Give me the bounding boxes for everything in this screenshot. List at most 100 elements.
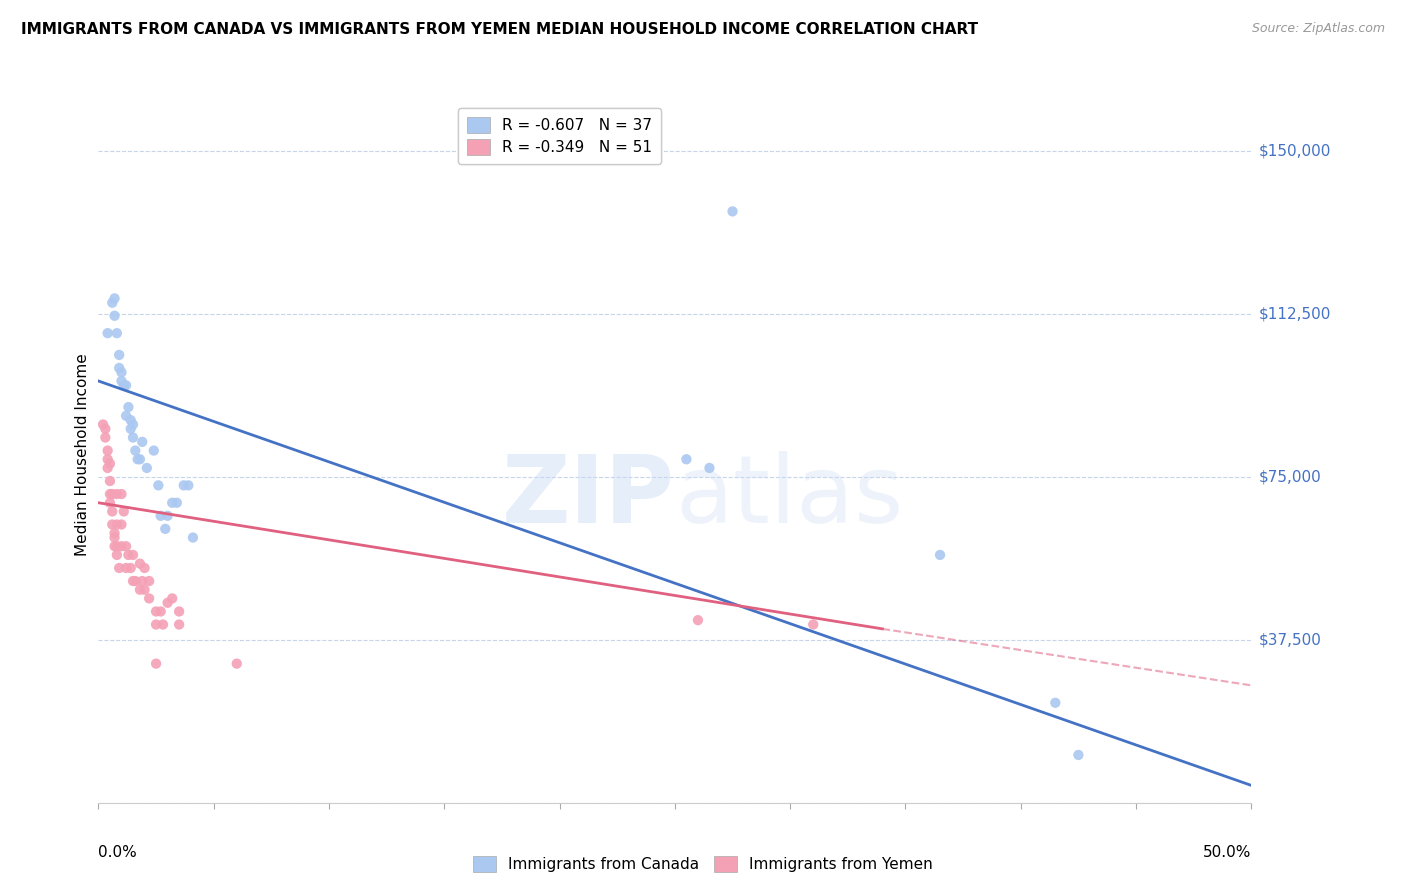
Point	[124, 574, 146, 588]
Point	[167, 617, 190, 632]
Text: IMMIGRANTS FROM CANADA VS IMMIGRANTS FROM YEMEN MEDIAN HOUSEHOLD INCOME CORRELAT: IMMIGRANTS FROM CANADA VS IMMIGRANTS FRO…	[21, 22, 979, 37]
Point	[167, 605, 190, 619]
Point	[98, 457, 121, 471]
Point	[103, 291, 125, 305]
Text: Source: ZipAtlas.com: Source: ZipAtlas.com	[1251, 22, 1385, 36]
Point	[145, 605, 167, 619]
Point	[129, 557, 152, 571]
Point	[675, 452, 697, 467]
Point	[94, 431, 117, 445]
Point	[98, 487, 121, 501]
Point	[122, 574, 145, 588]
Point	[129, 452, 152, 467]
Point	[166, 496, 188, 510]
Point	[97, 443, 120, 458]
Point	[103, 526, 125, 541]
Point	[122, 417, 145, 432]
Text: 50.0%: 50.0%	[1204, 845, 1251, 860]
Point	[929, 548, 952, 562]
Point	[112, 504, 135, 518]
Point	[101, 295, 124, 310]
Point	[98, 496, 121, 510]
Point	[110, 365, 132, 379]
Y-axis label: Median Household Income: Median Household Income	[75, 353, 90, 557]
Point	[699, 461, 721, 475]
Point	[122, 431, 145, 445]
Point	[108, 361, 131, 376]
Point	[160, 496, 183, 510]
Point	[155, 522, 177, 536]
Point	[108, 561, 131, 575]
Point	[105, 539, 128, 553]
Point	[115, 539, 138, 553]
Point	[131, 574, 153, 588]
Point	[173, 478, 195, 492]
Point	[108, 348, 131, 362]
Point	[127, 452, 149, 467]
Point	[97, 326, 120, 341]
Point	[686, 613, 709, 627]
Point	[225, 657, 247, 671]
Point	[103, 309, 125, 323]
Text: atlas: atlas	[675, 450, 903, 542]
Point	[129, 582, 152, 597]
Point	[91, 417, 114, 432]
Point	[181, 531, 204, 545]
Point	[105, 487, 128, 501]
Point	[177, 478, 200, 492]
Point	[1045, 696, 1067, 710]
Point	[115, 409, 138, 423]
Point	[115, 561, 138, 575]
Legend: R = -0.607   N = 37, R = -0.349   N = 51: R = -0.607 N = 37, R = -0.349 N = 51	[458, 108, 661, 164]
Point	[105, 548, 128, 562]
Point	[98, 474, 121, 488]
Point	[138, 591, 160, 606]
Point	[112, 378, 135, 392]
Point	[134, 561, 156, 575]
Text: $75,000: $75,000	[1258, 469, 1322, 484]
Point	[103, 539, 125, 553]
Text: $112,500: $112,500	[1258, 306, 1330, 321]
Point	[134, 582, 156, 597]
Point	[148, 478, 170, 492]
Point	[94, 422, 117, 436]
Point	[105, 517, 128, 532]
Point	[135, 461, 157, 475]
Point	[124, 443, 146, 458]
Point	[110, 517, 132, 532]
Point	[131, 434, 153, 449]
Point	[101, 487, 124, 501]
Point	[110, 374, 132, 388]
Point	[152, 617, 174, 632]
Point	[103, 531, 125, 545]
Point	[156, 508, 179, 523]
Point	[145, 617, 167, 632]
Point	[97, 461, 120, 475]
Point	[149, 508, 172, 523]
Point	[122, 548, 145, 562]
Point	[97, 452, 120, 467]
Point	[101, 504, 124, 518]
Point	[156, 596, 179, 610]
Point	[120, 413, 142, 427]
Point	[117, 400, 139, 414]
Point	[149, 605, 172, 619]
Point	[117, 548, 139, 562]
Point	[142, 443, 165, 458]
Point	[801, 617, 824, 632]
Text: $150,000: $150,000	[1258, 143, 1330, 158]
Point	[120, 561, 142, 575]
Point	[101, 517, 124, 532]
Point	[1067, 747, 1090, 762]
Text: ZIP: ZIP	[502, 450, 675, 542]
Point	[721, 204, 744, 219]
Point	[160, 591, 183, 606]
Point	[138, 574, 160, 588]
Point	[145, 657, 167, 671]
Point	[110, 539, 132, 553]
Point	[115, 378, 138, 392]
Point	[105, 326, 128, 341]
Point	[110, 487, 132, 501]
Text: $37,500: $37,500	[1258, 632, 1322, 648]
Legend: Immigrants from Canada, Immigrants from Yemen: Immigrants from Canada, Immigrants from …	[465, 848, 941, 880]
